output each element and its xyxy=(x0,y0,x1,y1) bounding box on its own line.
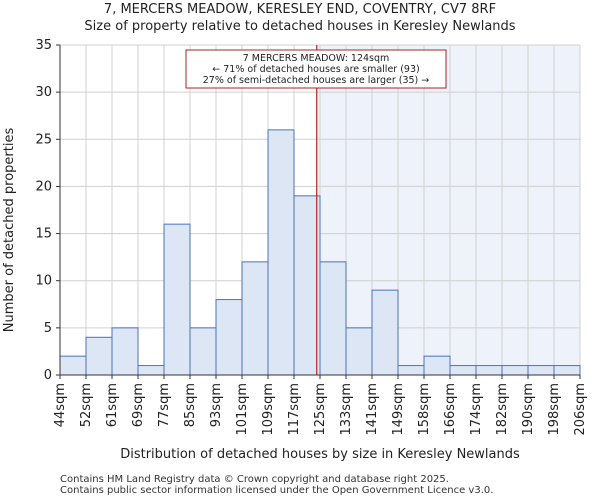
bar xyxy=(345,327,373,376)
y-tick-label: 25 xyxy=(35,132,52,147)
bar xyxy=(397,365,425,376)
x-tick-label: 52sqm xyxy=(79,383,94,427)
bar xyxy=(85,336,113,376)
x-axis-title: Distribution of detached houses by size … xyxy=(120,447,520,462)
bar xyxy=(59,355,87,376)
x-tick-label: 206sqm xyxy=(573,383,588,436)
bar xyxy=(449,365,477,376)
bar xyxy=(319,261,347,376)
x-tick-label: 190sqm xyxy=(521,383,536,436)
histogram-chart: 7 MERCERS MEADOW: 124sqm← 71% of detache… xyxy=(2,38,588,462)
x-tick-label: 133sqm xyxy=(339,383,354,436)
x-tick-label: 85sqm xyxy=(183,383,198,427)
x-tick-label: 109sqm xyxy=(261,383,276,436)
y-tick-label: 0 xyxy=(44,368,52,383)
y-tick-label: 20 xyxy=(35,179,52,194)
x-tick-label: 69sqm xyxy=(131,383,146,427)
chart-title: 7, MERCERS MEADOW, KERESLEY END, COVENTR… xyxy=(103,2,497,17)
x-tick-label: 61sqm xyxy=(105,383,120,427)
x-tick-label: 174sqm xyxy=(469,383,484,436)
annotation-line: 7 MERCERS MEADOW: 124sqm xyxy=(243,53,390,64)
chart-subtitle: Size of property relative to detached ho… xyxy=(84,19,516,34)
y-tick-label: 30 xyxy=(35,85,52,100)
footer-licence: Contains public sector information licen… xyxy=(60,485,494,496)
x-tick-label: 125sqm xyxy=(313,383,328,436)
bar xyxy=(241,261,269,376)
y-tick-label: 15 xyxy=(35,227,52,242)
bar xyxy=(527,365,555,376)
bar xyxy=(371,289,399,376)
larger-region-shade xyxy=(316,45,580,375)
annotation-box xyxy=(185,49,447,89)
bar xyxy=(423,355,451,376)
x-tick-label: 182sqm xyxy=(495,383,510,436)
bar xyxy=(215,299,243,376)
x-tick-label: 158sqm xyxy=(417,383,432,436)
bar xyxy=(267,129,295,376)
x-tick-label: 166sqm xyxy=(443,383,458,436)
footer-copyright: Contains HM Land Registry data © Crown c… xyxy=(60,474,449,485)
x-tick-label: 101sqm xyxy=(235,383,250,436)
bar xyxy=(501,365,529,376)
x-tick-label: 149sqm xyxy=(391,383,406,436)
bar xyxy=(163,223,191,376)
annotation-line: ← 71% of detached houses are smaller (93… xyxy=(212,64,419,75)
bar xyxy=(137,365,165,376)
x-tick-label: 117sqm xyxy=(287,383,302,436)
x-tick-label: 141sqm xyxy=(365,383,380,436)
y-tick-label: 35 xyxy=(35,38,52,53)
bar xyxy=(293,195,321,376)
bar xyxy=(553,365,581,376)
y-tick-label: 5 xyxy=(44,321,52,336)
y-axis-title: Number of detached properties xyxy=(2,128,17,333)
y-tick-label: 10 xyxy=(35,274,52,289)
x-tick-label: 93sqm xyxy=(209,383,224,427)
bar xyxy=(475,365,503,376)
bar xyxy=(189,327,217,376)
bar xyxy=(111,327,139,376)
annotation-line: 27% of semi-detached houses are larger (… xyxy=(203,75,430,86)
x-tick-label: 198sqm xyxy=(547,383,562,436)
x-tick-label: 77sqm xyxy=(157,383,172,427)
x-tick-label: 44sqm xyxy=(53,383,68,427)
